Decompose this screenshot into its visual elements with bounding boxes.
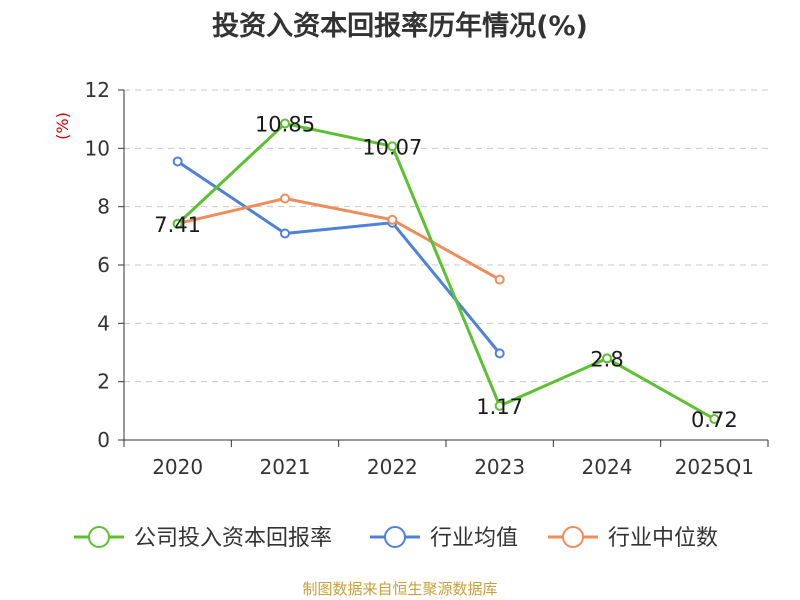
y-tick-label: 10 xyxy=(85,136,110,160)
y-tick-label: 0 xyxy=(97,428,110,452)
x-tick-label: 2025Q1 xyxy=(675,455,754,479)
x-tick-label: 2023 xyxy=(474,455,525,479)
legend-marker xyxy=(88,526,110,548)
data-label: 0.72 xyxy=(691,408,738,432)
legend-marker xyxy=(384,526,406,548)
legend-marker xyxy=(562,526,584,548)
x-tick-label: 2024 xyxy=(582,455,633,479)
data-label: 2.8 xyxy=(590,347,623,371)
y-axis-label: (%) xyxy=(53,112,72,140)
data-point xyxy=(387,141,398,152)
data-point xyxy=(494,400,505,411)
y-tick-label: 6 xyxy=(97,253,110,277)
y-tick-label: 12 xyxy=(85,78,110,102)
data-point xyxy=(280,118,290,129)
legend-label: 行业均值 xyxy=(430,526,518,551)
y-tick-label: 2 xyxy=(97,370,110,394)
data-point xyxy=(494,348,505,359)
y-tick-label: 8 xyxy=(97,195,110,219)
data-label: 1.17 xyxy=(476,395,523,419)
data-point xyxy=(602,353,612,364)
data-label: 10.07 xyxy=(362,135,422,159)
chart-title: 投资入资本回报率历年情况(%) xyxy=(212,11,588,42)
x-tick-label: 2021 xyxy=(260,455,311,479)
data-label: 7.41 xyxy=(154,213,201,237)
y-tick-label: 4 xyxy=(97,311,110,335)
series-line xyxy=(177,197,501,281)
data-point xyxy=(172,218,183,229)
source-note: 制图数据来自恒生聚源数据库 xyxy=(302,580,498,598)
x-tick-label: 2022 xyxy=(367,455,418,479)
data-point xyxy=(172,156,183,167)
data-point xyxy=(280,228,290,239)
legend-label: 行业中位数 xyxy=(608,526,718,551)
series-line xyxy=(176,160,501,355)
data-label: 10.85 xyxy=(255,113,315,137)
x-tick-label: 2020 xyxy=(152,455,203,479)
data-point xyxy=(387,214,398,225)
legend-label: 公司投入资本回报率 xyxy=(134,526,332,551)
data-point xyxy=(494,274,505,285)
data-point xyxy=(280,193,290,204)
data-point xyxy=(709,414,720,424)
series-line xyxy=(176,122,716,421)
